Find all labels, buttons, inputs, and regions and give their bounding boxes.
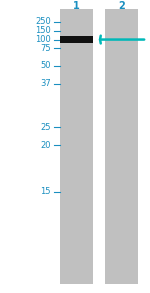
Text: 50: 50 (40, 62, 51, 70)
Text: 2: 2 (118, 1, 125, 11)
Bar (105, 9, 138, 284)
Text: 150: 150 (35, 26, 51, 35)
Text: 100: 100 (35, 35, 51, 44)
Bar (60, 9, 93, 284)
Bar (60, 36, 93, 43)
Text: 20: 20 (40, 141, 51, 149)
Text: 250: 250 (35, 18, 51, 26)
Text: 1: 1 (73, 1, 80, 11)
Text: 75: 75 (40, 44, 51, 53)
Text: 37: 37 (40, 79, 51, 88)
Text: 25: 25 (40, 123, 51, 132)
Text: 15: 15 (40, 188, 51, 196)
